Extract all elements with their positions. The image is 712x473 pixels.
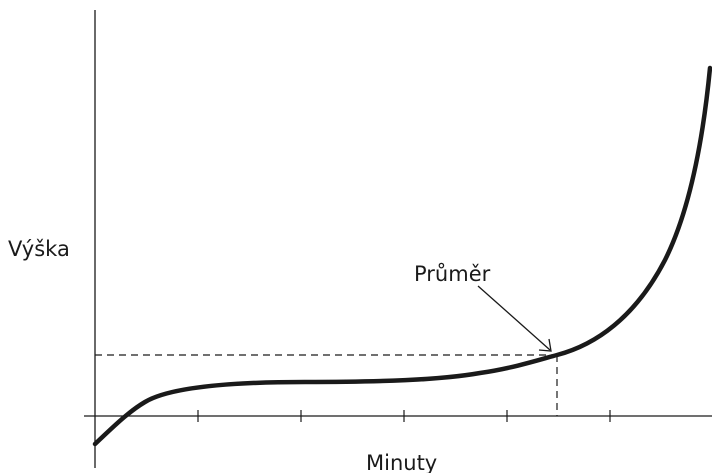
annotation-arrow-head — [538, 338, 552, 352]
annotation-label: Průměr — [414, 262, 491, 286]
y-axis-label: Výška — [8, 237, 70, 261]
x-axis-label: Minuty — [366, 451, 437, 473]
height-curve — [92, 65, 712, 447]
annotation-arrow-shaft — [477, 285, 551, 351]
